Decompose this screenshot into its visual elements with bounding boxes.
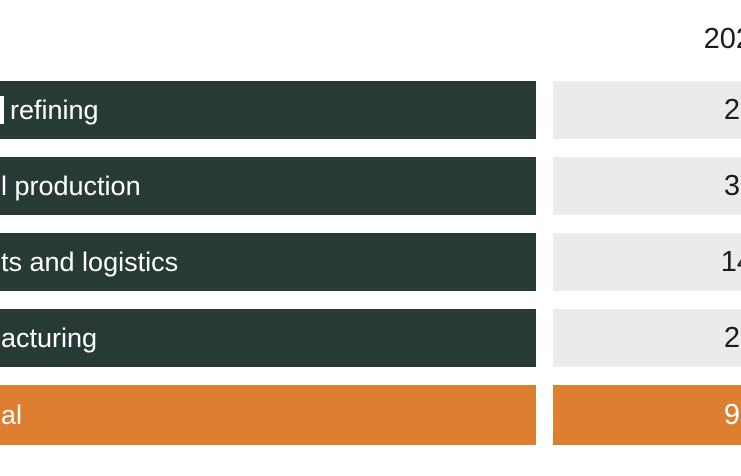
table-row: ts and logistics 14 [0, 233, 741, 291]
total-label: al [1, 399, 23, 430]
row-label-cell: acturing [0, 309, 536, 367]
row-label-cell: ts and logistics [0, 233, 536, 291]
row-value-cell: 2 [553, 81, 741, 139]
table-total-row: al 9 [0, 385, 741, 445]
total-label-cell: al [0, 385, 536, 445]
row-label: acturing [1, 322, 98, 353]
total-value: 9 [723, 398, 740, 431]
table-row: acturing 2 [0, 309, 741, 367]
row-value-cell: 14 [553, 233, 741, 291]
row-value-cell: 3 [553, 157, 741, 215]
row-label: l production [1, 170, 141, 201]
clipped-letter-fragment [0, 96, 4, 124]
row-value: 3 [723, 169, 740, 202]
row-value: 14 [720, 245, 741, 278]
total-value-cell: 9 [553, 385, 741, 445]
row-label-cell: refining [0, 81, 536, 139]
row-label: refining [10, 94, 99, 125]
table-row: l production 3 [0, 157, 741, 215]
row-value: 2 [723, 321, 740, 354]
row-label-cell: l production [0, 157, 536, 215]
row-label: ts and logistics [1, 246, 179, 277]
row-value-cell: 2 [553, 309, 741, 367]
row-value: 2 [723, 93, 740, 126]
table-row: refining 2 [0, 81, 741, 139]
column-header-year: 202 [703, 23, 741, 55]
